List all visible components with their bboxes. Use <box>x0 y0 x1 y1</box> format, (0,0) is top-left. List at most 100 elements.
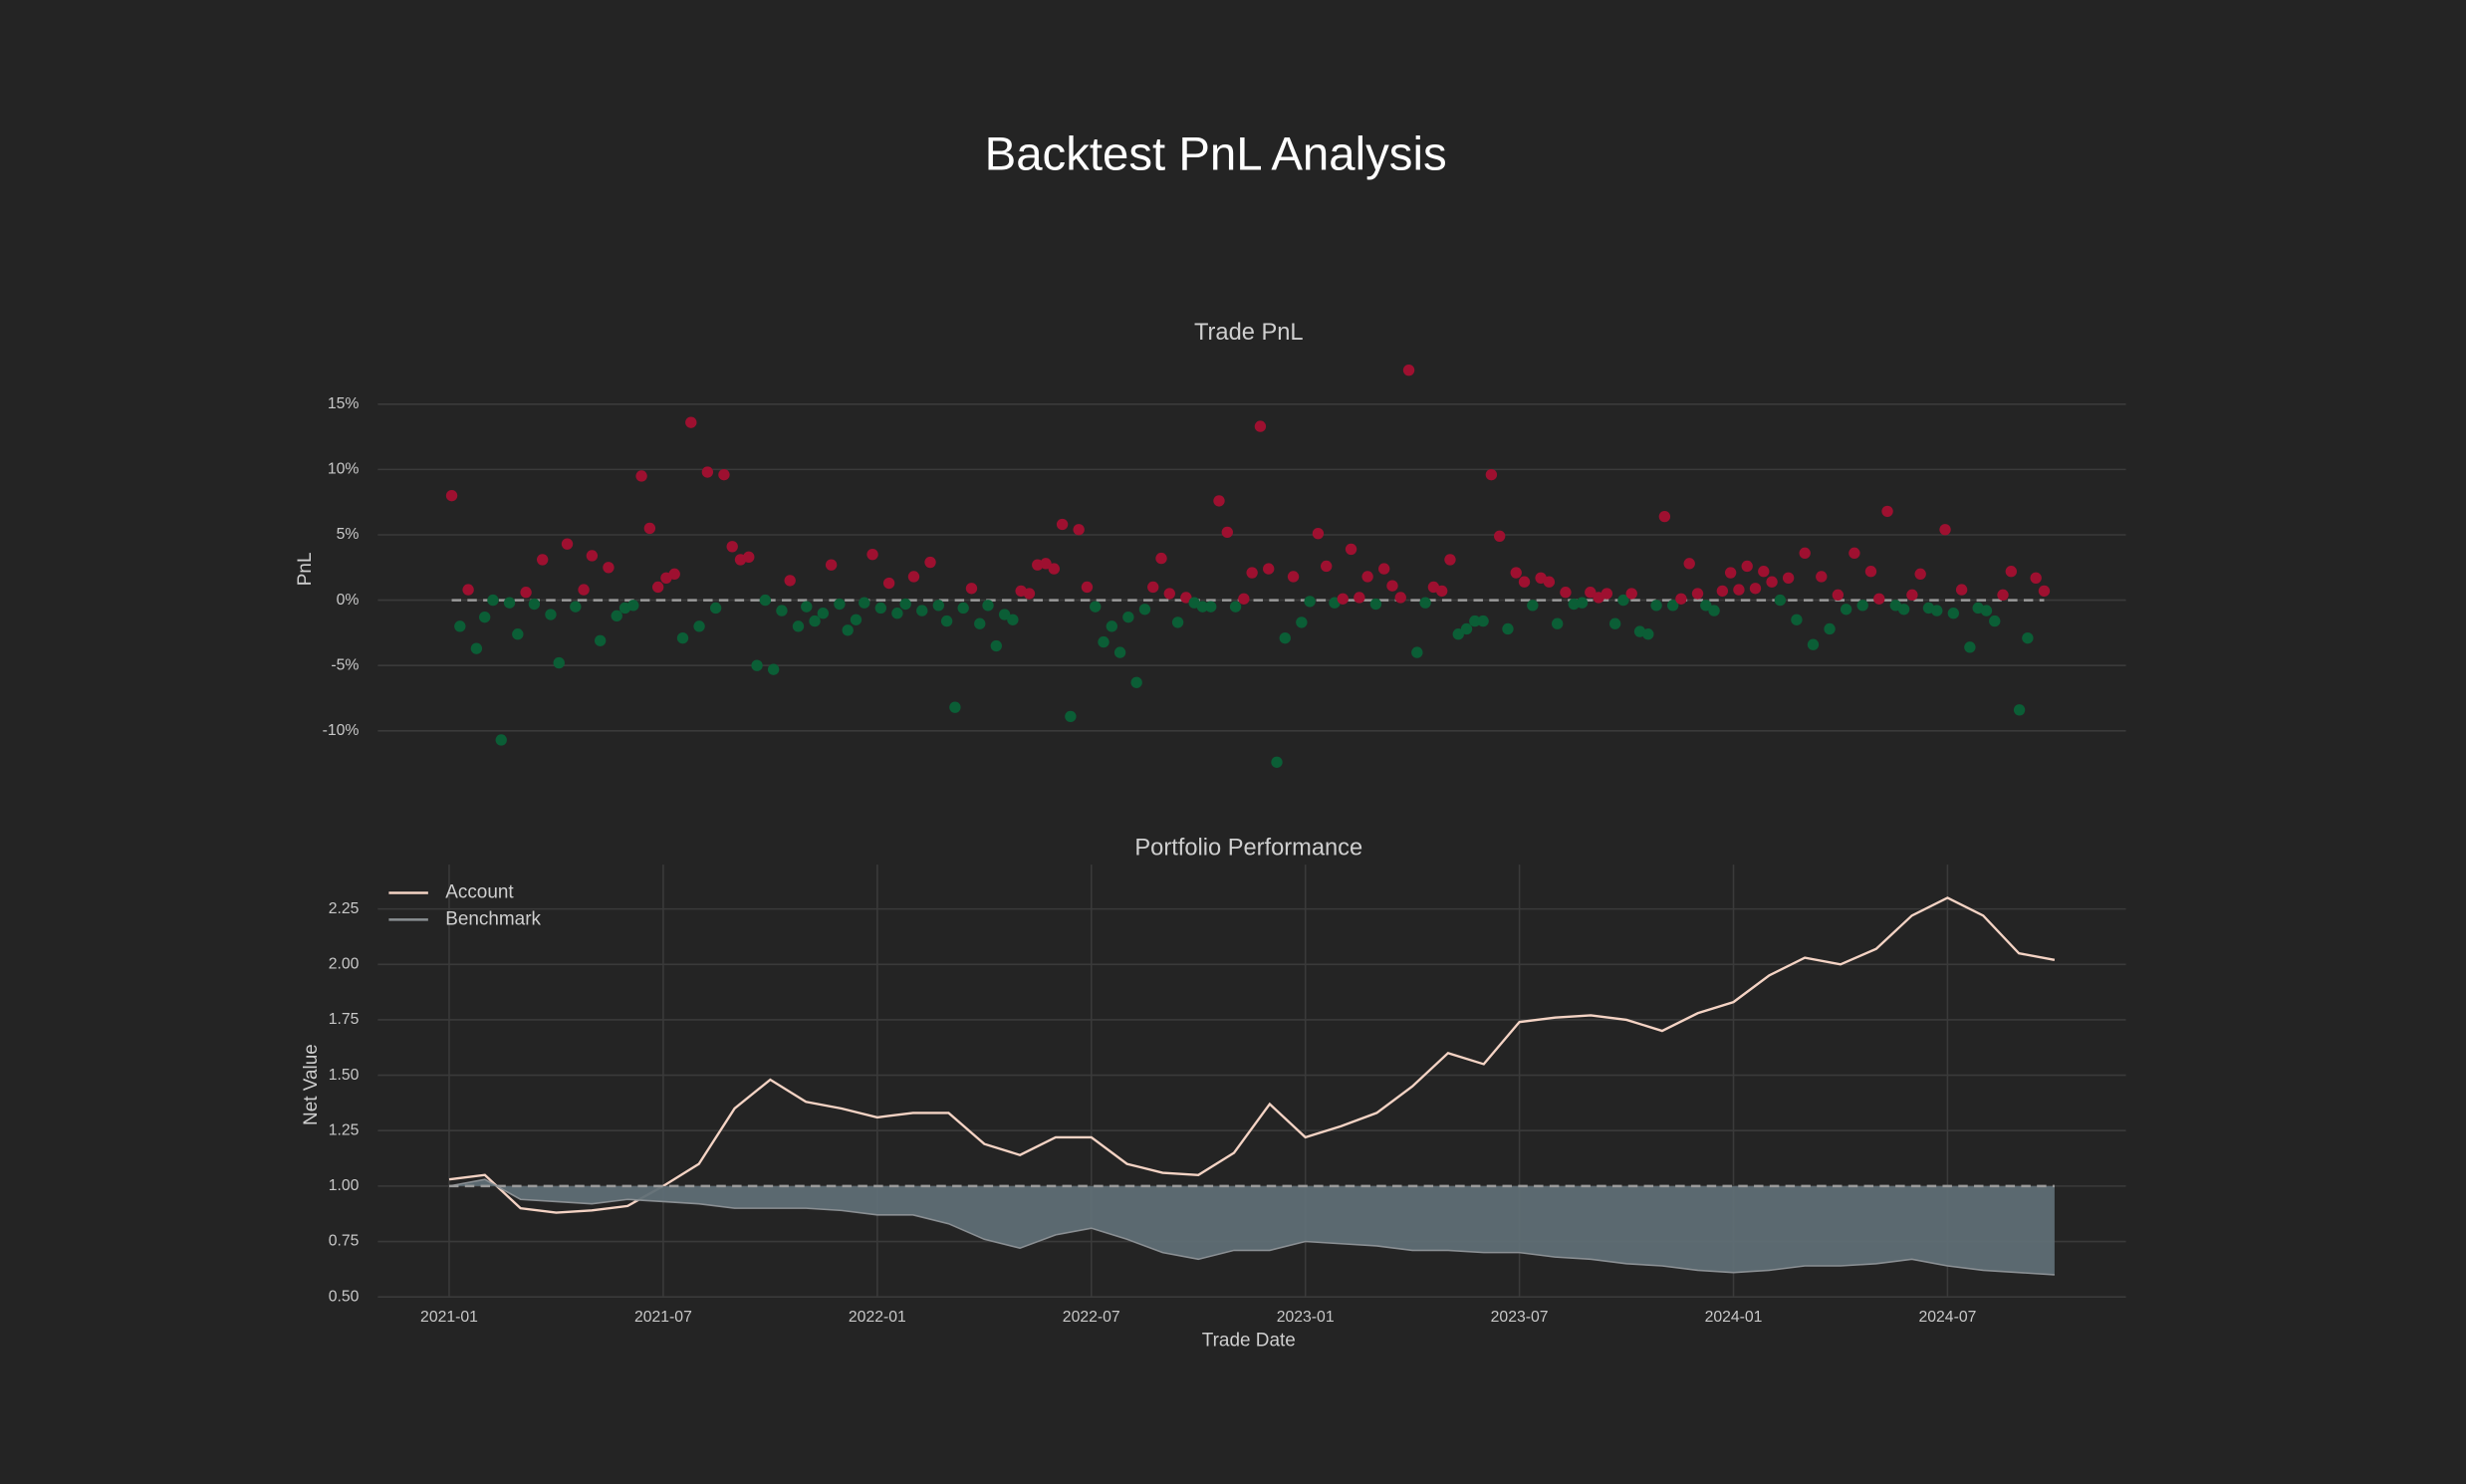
trade-point <box>545 609 557 620</box>
trade-point <box>882 577 895 590</box>
trade-point <box>1700 600 1712 612</box>
trade-point <box>1832 589 1845 602</box>
trade-point <box>1585 587 1597 599</box>
trade-point <box>1221 526 1233 539</box>
trade-point <box>1279 631 1291 644</box>
trade-point <box>1229 601 1242 613</box>
trade-point <box>1766 576 1778 588</box>
trade-point <box>1683 558 1695 570</box>
trade-point <box>1485 468 1498 481</box>
trade-point <box>891 608 903 619</box>
trade-point <box>594 634 607 646</box>
x-tick-label: 2022-07 <box>1063 1309 1120 1326</box>
trade-point <box>1402 364 1415 376</box>
y-tick-label: 1.75 <box>329 1011 360 1028</box>
trade-point <box>454 620 466 632</box>
trade-point <box>982 600 994 612</box>
x-axis-label: Trade Date <box>1202 1330 1296 1351</box>
trade-point <box>874 602 887 615</box>
trade-point <box>1897 604 1910 616</box>
trade-point <box>1733 584 1745 596</box>
trade-point <box>1213 495 1225 507</box>
trade-point <box>1782 572 1795 584</box>
trade-point <box>1543 576 1556 588</box>
trade-point <box>1576 597 1589 609</box>
trade-point <box>859 597 870 609</box>
trade-point <box>957 602 969 615</box>
trade-point <box>1460 622 1473 635</box>
trade-point <box>907 571 920 583</box>
y-tick-label: 5% <box>337 526 360 543</box>
trade-point <box>1493 530 1506 542</box>
trade-point <box>635 470 647 482</box>
trade-point <box>1914 568 1926 581</box>
trade-point <box>1502 622 1514 635</box>
subplot-title: Portfolio Performance <box>1134 836 1362 862</box>
trade-point <box>470 642 483 654</box>
trade-point <box>759 594 772 607</box>
trade-point <box>899 598 911 611</box>
x-tick-label: 2021-07 <box>634 1309 692 1326</box>
trade-point <box>974 618 986 629</box>
trade-point <box>1724 567 1737 579</box>
trade-point <box>1816 571 1828 583</box>
trade-point <box>1386 580 1398 592</box>
trade-point <box>1435 585 1448 598</box>
trade-point <box>1469 615 1481 627</box>
trade-point <box>784 575 796 587</box>
trade-point <box>1394 592 1406 604</box>
trade-point <box>1163 588 1175 600</box>
trade-point <box>1444 554 1456 566</box>
x-tick-label: 2023-01 <box>1277 1309 1335 1326</box>
x-tick-label: 2021-01 <box>420 1309 478 1326</box>
trade-point <box>801 601 813 613</box>
trade-point <box>743 551 755 563</box>
trade-point <box>2022 631 2034 644</box>
series-line <box>448 1178 2055 1276</box>
legend-label: Benchmark <box>445 908 541 929</box>
trade-point <box>586 550 599 562</box>
trade-point <box>1361 571 1373 583</box>
trade-point <box>611 610 622 622</box>
trade-point <box>1749 583 1762 595</box>
trade-point <box>817 608 830 619</box>
trade-point <box>1551 618 1564 629</box>
trade-point <box>940 615 953 627</box>
trade-point <box>1073 524 1085 536</box>
trade-point <box>965 583 978 595</box>
trade-point <box>651 581 664 594</box>
trade-point <box>1345 543 1357 556</box>
trade-point <box>1601 588 1613 600</box>
trade-point <box>685 416 697 428</box>
trade-point <box>998 609 1011 620</box>
trade-point <box>528 598 541 611</box>
trade-point <box>842 624 854 636</box>
y-tick-label: 1.00 <box>329 1177 360 1194</box>
x-tick-label: 2024-01 <box>1705 1309 1763 1326</box>
trade-point <box>834 598 846 611</box>
trade-point <box>932 600 945 612</box>
benchmark-area <box>448 1179 2055 1275</box>
trade-point <box>1642 628 1654 640</box>
trade-point <box>776 605 788 617</box>
trade-point <box>1155 552 1167 565</box>
trade-point <box>1254 420 1267 432</box>
y-tick-label: 15% <box>328 395 360 412</box>
trade-point <box>1081 581 1094 594</box>
trade-point <box>1113 646 1126 658</box>
trade-point <box>1608 618 1621 629</box>
trade-point <box>676 631 689 644</box>
trade-point <box>1023 588 1036 600</box>
trade-point <box>570 601 582 613</box>
trade-point <box>1774 594 1787 607</box>
trade-point <box>1675 593 1687 605</box>
trade-point <box>1650 600 1662 612</box>
trade-point <box>767 663 780 675</box>
trade-point <box>850 614 863 625</box>
trade-point <box>1263 563 1275 575</box>
trade-point <box>445 489 458 502</box>
trade-point <box>478 611 491 623</box>
y-axis-label: Net Value <box>301 1044 322 1125</box>
trade-point <box>2030 572 2042 584</box>
